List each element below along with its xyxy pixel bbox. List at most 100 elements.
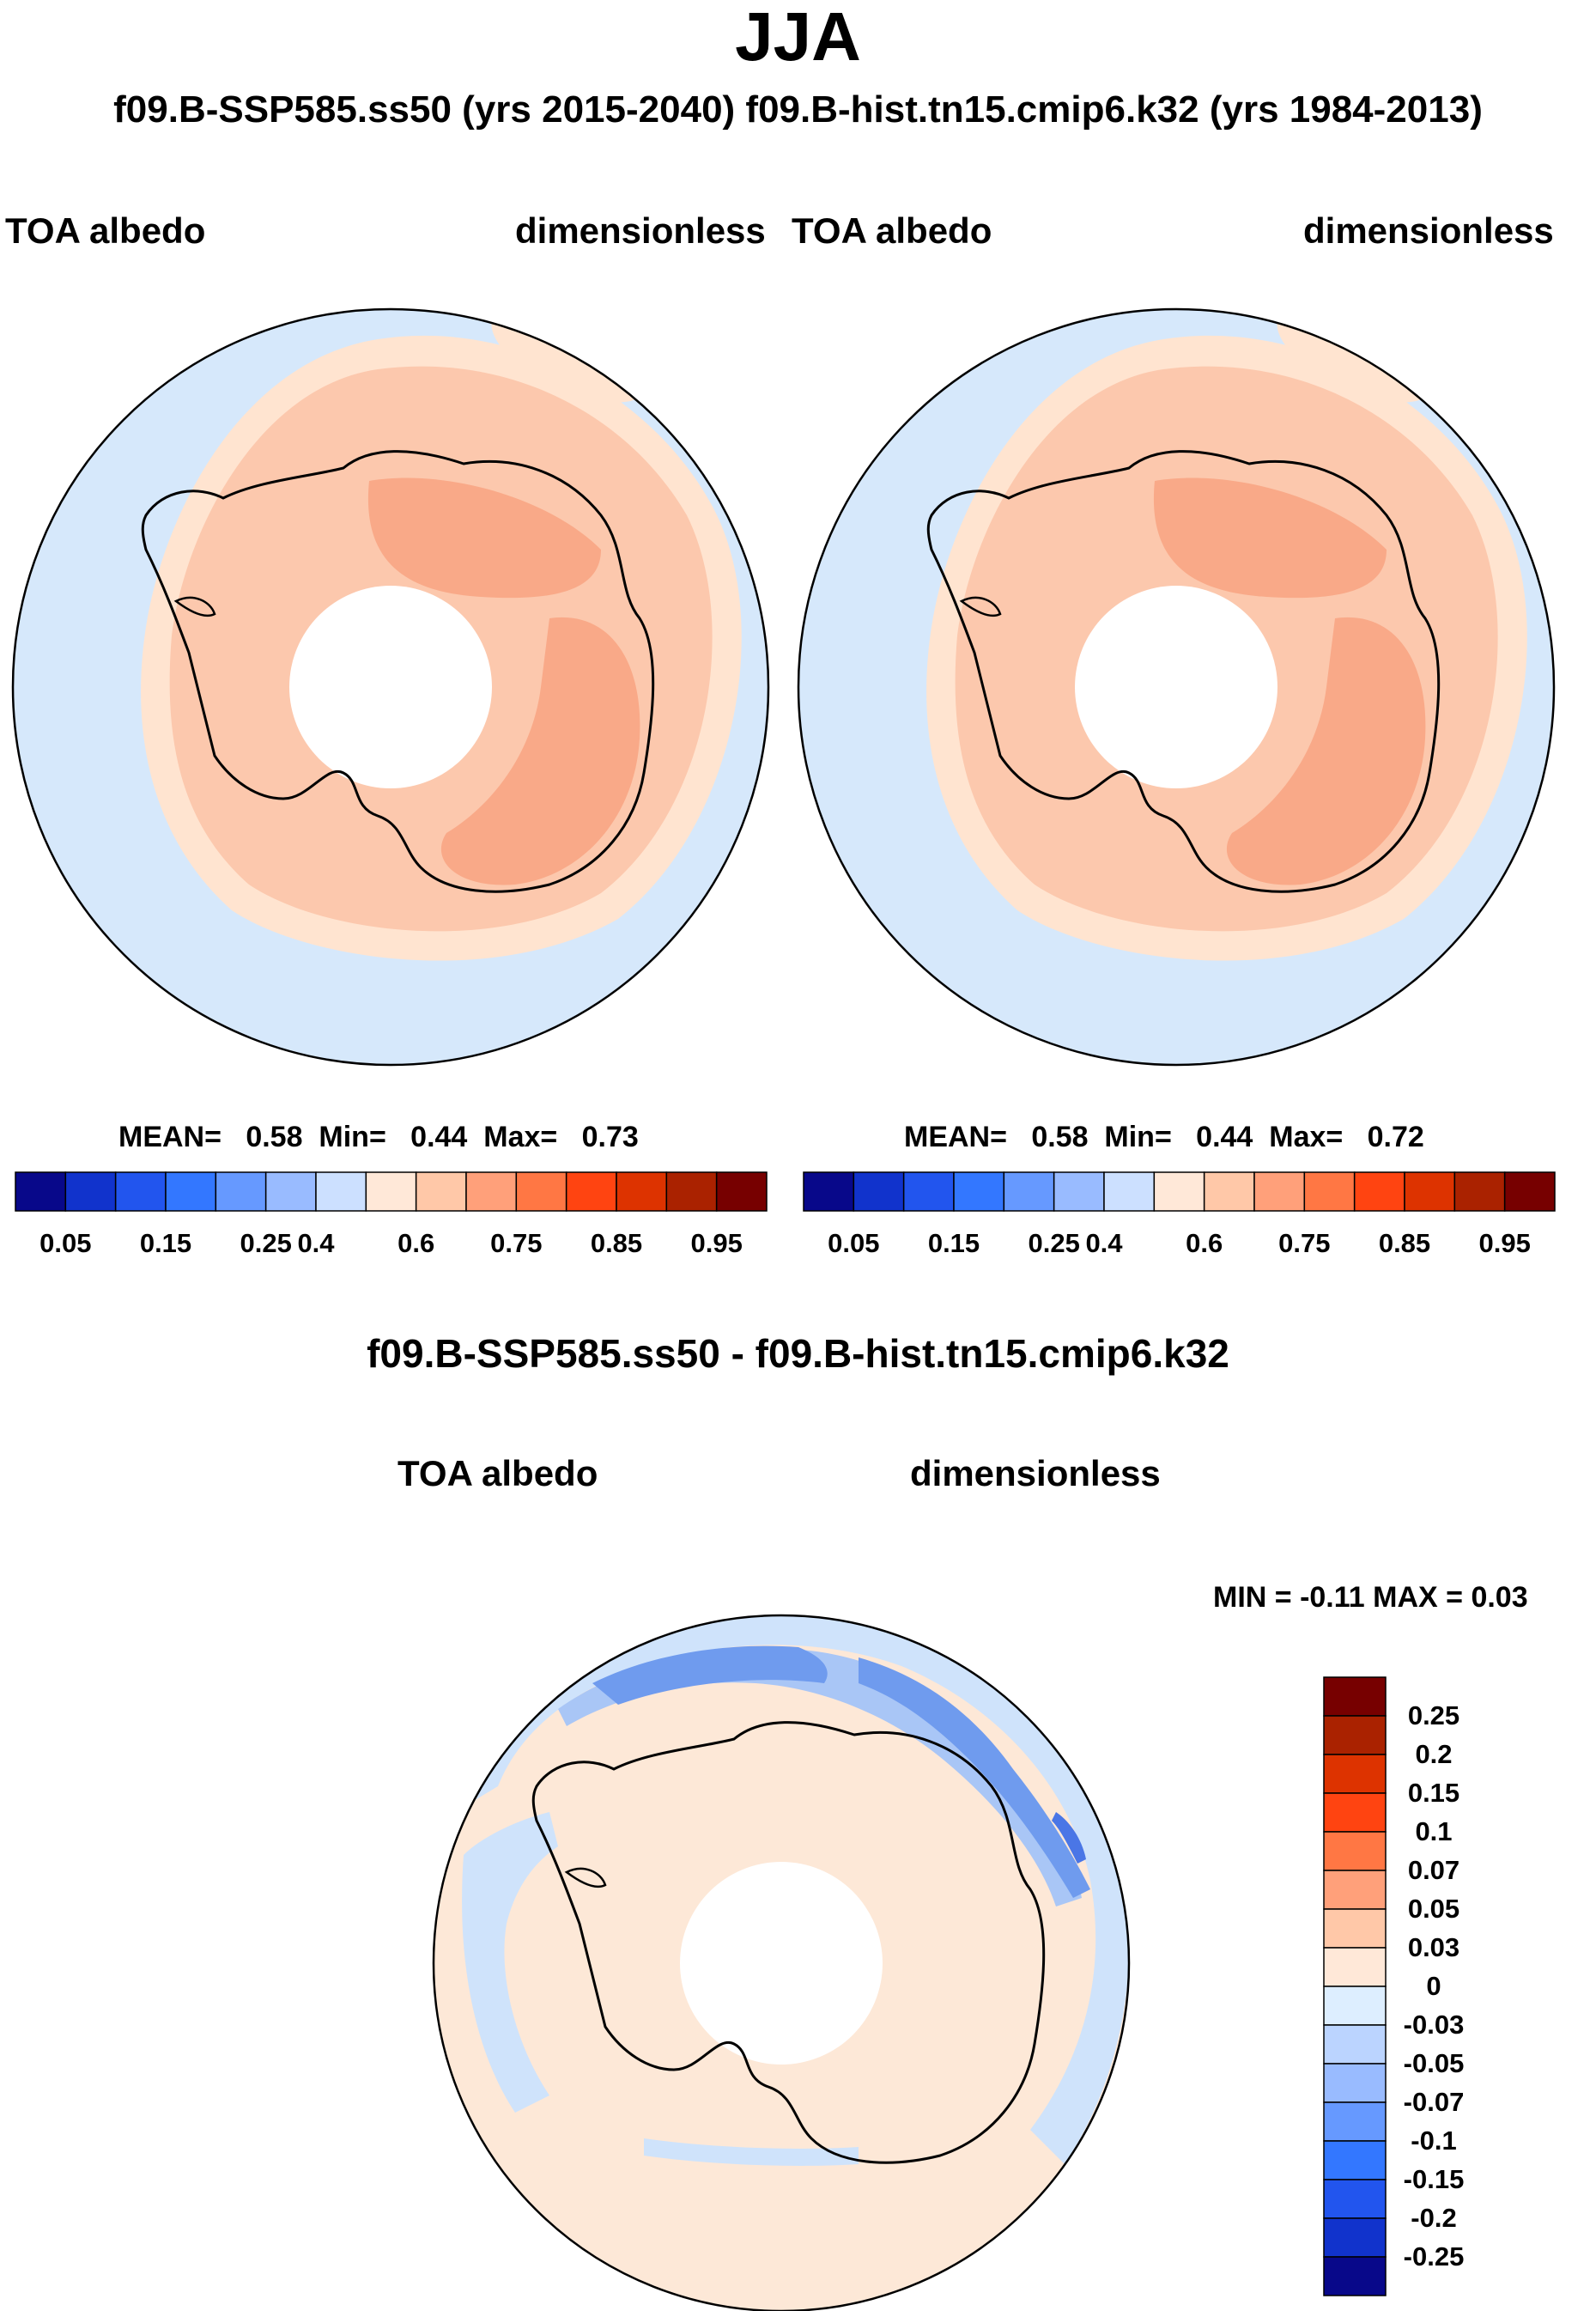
colorbar-tick-label: 0.25 <box>1407 1700 1460 1730</box>
panel1-right-label: dimensionless <box>515 210 766 251</box>
colorbar-tick-label: 0.4 <box>297 1228 335 1258</box>
colorbar-swatch <box>1453 1171 1506 1212</box>
colorbar-swatch <box>415 1171 467 1212</box>
difference-right-label: dimensionless <box>910 1453 1161 1493</box>
map-panel-1 <box>13 309 768 1065</box>
colorbar-tick-label: -0.1 <box>1411 2126 1457 2156</box>
colorbar-tick-label: 0.05 <box>1407 1894 1460 1924</box>
panel2-right-label: dimensionless <box>1303 210 1554 251</box>
panel1-max: 0.73 <box>581 1121 639 1153</box>
colorbar-swatch <box>1323 1947 1387 1987</box>
colorbar-tick-label: 0.15 <box>927 1228 980 1258</box>
colorbar-tick-label: 0.25 <box>240 1228 292 1258</box>
colorbar-swatch <box>616 1171 668 1212</box>
colorbar-swatch <box>1323 1870 1387 1910</box>
colorbar-tick-label: 0.75 <box>1278 1228 1331 1258</box>
colorbar-tick-label: -0.07 <box>1403 2087 1465 2117</box>
panel1-left-label: TOA albedo <box>5 210 206 251</box>
panel2-stats: MEAN= 0.58 Min= 0.44 Max= 0.72 <box>904 1121 1424 1153</box>
main-title: JJA <box>735 0 861 75</box>
colorbar-tick-label: -0.05 <box>1403 2048 1465 2078</box>
colorbar-tick-label: 0.25 <box>1028 1228 1080 1258</box>
colorbar-tick-label: 0.05 <box>39 1228 92 1258</box>
colorbar-swatch <box>1353 1171 1405 1212</box>
colorbar-tick-label: 0 <box>1426 1971 1441 2001</box>
colorbar-tick-label: 0.75 <box>490 1228 543 1258</box>
colorbar-tick-label: -0.03 <box>1403 2010 1465 2040</box>
colorbar-swatch <box>1323 2217 1387 2258</box>
colorbar-tick-label: -0.15 <box>1403 2164 1465 2194</box>
colorbar-tick-label: 0.85 <box>590 1228 643 1258</box>
colorbar-swatch <box>465 1171 518 1212</box>
colorbar-swatch <box>1203 1171 1255 1212</box>
colorbar-swatch <box>803 1171 855 1212</box>
colorbar-tick-label: -0.2 <box>1411 2203 1457 2233</box>
colorbar-swatch <box>1303 1171 1356 1212</box>
colorbar-swatch <box>1323 2063 1387 2103</box>
panel2-left-label: TOA albedo <box>792 210 992 251</box>
colorbar-panel-1 <box>15 1171 768 1212</box>
colorbar-swatch <box>1323 1908 1387 1949</box>
difference-left-label: TOA albedo <box>397 1453 598 1493</box>
colorbar-swatch <box>1404 1171 1456 1212</box>
colorbar-swatch <box>1003 1171 1055 1212</box>
colorbar-swatch <box>665 1171 718 1212</box>
colorbar-swatch <box>1323 2101 1387 2142</box>
colorbar-swatch <box>1503 1171 1556 1212</box>
colorbar-tick-label: 0.85 <box>1378 1228 1431 1258</box>
panel1-stats: MEAN= 0.58 Min= 0.44 Max= 0.73 <box>118 1121 639 1153</box>
colorbar-swatch <box>853 1171 905 1212</box>
colorbar-tick-label: 0.95 <box>690 1228 743 1258</box>
difference-minmax: MIN = -0.11 MAX = 0.03 <box>1213 1581 1528 1614</box>
colorbar-swatch <box>1323 1676 1387 1717</box>
colorbar-swatch <box>365 1171 417 1212</box>
colorbar-tick-label: 0.6 <box>397 1228 435 1258</box>
panel1-min: 0.44 <box>410 1121 468 1153</box>
colorbar-tick-label: 0.15 <box>139 1228 192 1258</box>
colorbar-swatch <box>902 1171 955 1212</box>
colorbar-tick-label: 0.03 <box>1407 1932 1460 1962</box>
colorbar-swatch <box>1323 1754 1387 1794</box>
colorbar-swatch <box>1323 2179 1387 2219</box>
colorbar-tick-label: 0.15 <box>1407 1778 1460 1808</box>
colorbar-swatch <box>64 1171 117 1212</box>
colorbar-tick-label: -0.25 <box>1403 2241 1465 2271</box>
colorbar-swatch <box>165 1171 217 1212</box>
panel2-min: 0.44 <box>1196 1121 1253 1153</box>
colorbar-swatch <box>114 1171 167 1212</box>
colorbar-swatch <box>1253 1171 1306 1212</box>
colorbar-panel-2 <box>803 1171 1556 1212</box>
colorbar-swatch <box>1053 1171 1105 1212</box>
colorbar-swatch <box>315 1171 367 1212</box>
colorbar-swatch <box>264 1171 317 1212</box>
colorbar-swatch <box>715 1171 768 1212</box>
colorbar-tick-label: 0.05 <box>828 1228 880 1258</box>
colorbar-swatch <box>1323 1792 1387 1833</box>
colorbar-swatch <box>515 1171 567 1212</box>
map-difference <box>434 1615 1129 2311</box>
colorbar-tick-label: 0.95 <box>1478 1228 1531 1258</box>
colorbar-tick-label: 0.2 <box>1415 1739 1453 1769</box>
colorbar-swatch <box>953 1171 1005 1212</box>
colorbar-swatch <box>15 1171 67 1212</box>
colorbar-tick-label: 0.07 <box>1407 1855 1460 1885</box>
colorbar-difference <box>1323 1676 1387 2296</box>
colorbar-swatch <box>565 1171 617 1212</box>
panel1-mean: 0.58 <box>246 1121 303 1153</box>
colorbar-swatch <box>1323 2256 1387 2296</box>
colorbar-tick-label: 0.4 <box>1085 1228 1123 1258</box>
colorbar-swatch <box>1103 1171 1156 1212</box>
colorbar-swatch <box>1323 1715 1387 1755</box>
map-panel-2 <box>798 309 1554 1065</box>
panel2-mean: 0.58 <box>1031 1121 1089 1153</box>
panel2-max: 0.72 <box>1367 1121 1424 1153</box>
colorbar-swatch <box>215 1171 267 1212</box>
colorbar-swatch <box>1153 1171 1205 1212</box>
colorbar-tick-label: 0.1 <box>1415 1816 1453 1846</box>
colorbar-swatch <box>1323 2024 1387 2065</box>
difference-title: f09.B-SSP585.ss50 - f09.B-hist.tn15.cmip… <box>367 1331 1229 1376</box>
subtitle: f09.B-SSP585.ss50 (yrs 2015-2040) f09.B-… <box>113 88 1483 131</box>
colorbar-swatch <box>1323 1831 1387 1871</box>
colorbar-tick-label: 0.6 <box>1186 1228 1223 1258</box>
